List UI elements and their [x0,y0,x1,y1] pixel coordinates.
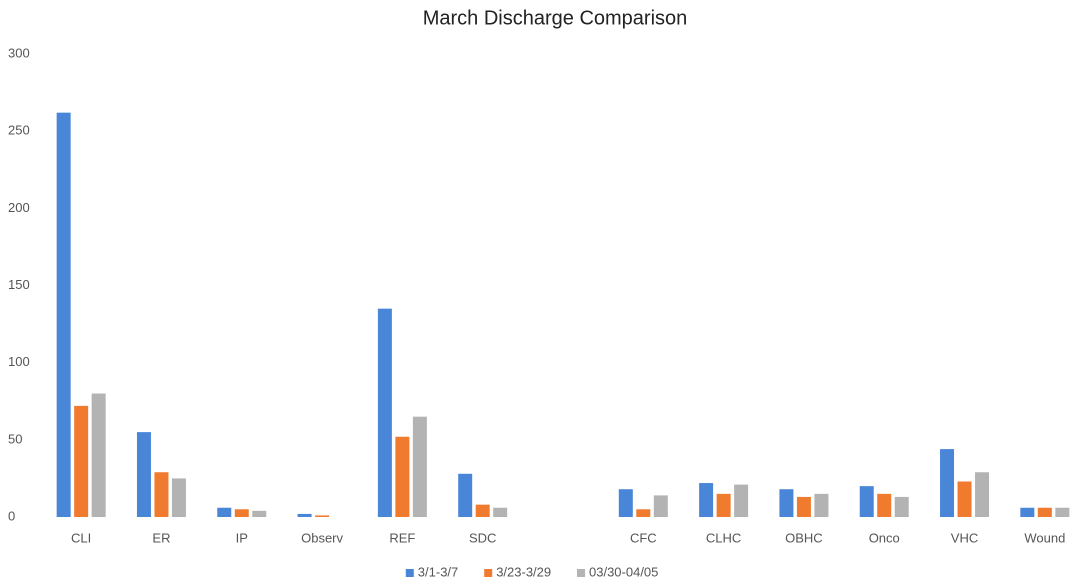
x-tick-label: CFC [630,530,657,545]
bar [618,489,633,517]
y-tick-label: 150 [8,277,30,292]
bar [1055,507,1070,517]
bar [653,495,668,517]
x-tick-label: CLHC [706,530,741,545]
bar [699,483,714,517]
bar [234,509,249,517]
bar [493,507,508,517]
bar [154,472,169,517]
bar [136,432,151,517]
bar [814,493,829,517]
bar [91,393,106,517]
bar [1037,507,1052,517]
bar [877,493,892,517]
bar [377,308,392,517]
bar [56,112,71,517]
bar [734,484,749,517]
bar [297,513,312,517]
bar [779,489,794,517]
y-tick-label: 200 [8,200,30,215]
legend-label: 3/23-3/29 [496,564,551,579]
bar [940,449,955,517]
bar [74,405,89,517]
x-tick-label: Observ [301,530,343,545]
bar [1020,507,1035,517]
bar [315,515,330,517]
bar [217,507,232,517]
legend-swatch [405,569,414,577]
y-tick-label: 100 [8,354,30,369]
x-tick-label: REF [389,530,415,545]
bar [859,486,874,517]
y-tick-label: 0 [8,508,15,523]
chart-title: March Discharge Comparison [423,7,688,29]
bar [171,478,186,517]
legend-swatch [484,569,493,577]
bar [412,416,427,517]
bar [957,481,972,517]
x-tick-label: OBHC [785,530,823,545]
x-tick-label: VHC [951,530,978,545]
bar [975,472,990,517]
x-tick-label: CLI [71,530,91,545]
bar [395,436,410,517]
y-tick-label: 300 [8,45,30,60]
bar [894,496,909,517]
legend-swatch [577,569,585,577]
bar [796,496,811,517]
bar [716,493,731,517]
x-tick-label: ER [152,530,170,545]
legend-label: 3/1-3/7 [418,564,458,579]
x-tick-label: Onco [869,530,900,545]
y-tick-label: 250 [8,123,30,138]
x-tick-label: Wound [1024,530,1065,545]
legend-label: 03/30-04/05 [589,564,658,579]
x-tick-label: SDC [469,530,496,545]
y-tick-label: 50 [8,431,22,446]
bar [475,504,490,517]
bar [252,510,267,517]
bar [458,473,473,517]
bar [636,509,651,517]
x-tick-label: IP [236,530,248,545]
